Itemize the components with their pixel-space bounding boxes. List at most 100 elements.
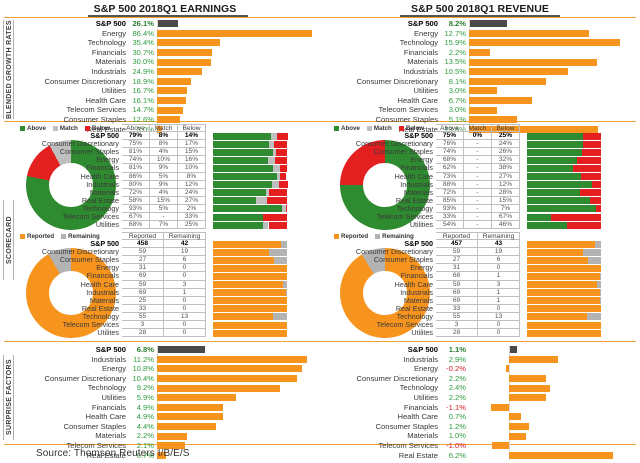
bar-segment [262, 213, 287, 221]
growth-bar-track [469, 125, 630, 135]
growth-row-label: Health Care [85, 95, 126, 105]
growth-bar-track [157, 77, 318, 87]
table-row: Health Care 59 3 [24, 280, 316, 289]
bar-segment [213, 289, 286, 297]
table-cell-above: 81% [122, 148, 150, 157]
bar-segment [527, 205, 596, 213]
table-row: Technology 93% 5% 2% [24, 204, 316, 214]
growth-row: Financials 30.7% [18, 48, 318, 58]
growth-bar [509, 355, 558, 363]
growth-row: Energy 10.8% [18, 364, 318, 374]
table-row-stacked-bar [527, 173, 601, 181]
growth-row: Health Care 16.1% [18, 96, 318, 106]
bar-segment [566, 221, 601, 229]
growth-bar-track [469, 441, 630, 451]
table-cell-below: 15% [178, 148, 206, 157]
table-cell-reported: 59 [436, 280, 478, 289]
table-row: Consumer Staples 27 6 [338, 256, 630, 265]
earnings-beat-donut [26, 140, 116, 230]
bar-segment [213, 205, 282, 213]
growth-bar-track [469, 38, 630, 48]
table-row-stacked-bar [527, 281, 601, 289]
bar-segment [527, 248, 583, 256]
growth-bar [157, 422, 217, 430]
table-row: Materials 25 0 [24, 296, 316, 305]
growth-row: Real Estate 13.6% [330, 125, 630, 135]
table-header-row: Reported Remaining [338, 232, 630, 241]
growth-bar [469, 29, 590, 37]
growth-row: Industrials 2.9% [330, 355, 630, 365]
legend-label: Match [59, 125, 78, 132]
table-cell-above: 74% [122, 156, 150, 165]
growth-row-value: 35.4% [132, 38, 154, 48]
growth-row-index: S&P 500 6.8% [18, 345, 318, 461]
bar-segment [527, 264, 601, 272]
table-row: Real Estate 33 0 [24, 304, 316, 313]
growth-row-label: Real Estate [86, 124, 126, 134]
legend-swatch-icon [84, 126, 90, 131]
growth-row-label: Financials [91, 47, 126, 57]
growth-row-value: 2.2% [136, 431, 154, 441]
table-row: Consumer Staples 81% 4% 15% [24, 148, 316, 157]
growth-bar [157, 116, 180, 124]
table-cell-above: 75% [122, 140, 150, 149]
legend-item: Reported [20, 233, 54, 240]
growth-row: Industrials 11.2% [18, 355, 318, 365]
rule-growth-bottom [4, 121, 636, 122]
bar-segment [213, 297, 287, 305]
growth-row-value: 1.0% [448, 431, 466, 441]
growth-bar [509, 432, 527, 440]
table-row-stacked-bar [213, 205, 287, 213]
table-cell-reported: 59 [122, 280, 164, 289]
table-cell-remaining: 0 [164, 329, 206, 338]
table-column-header: Reported [436, 232, 478, 241]
bar-segment [213, 173, 277, 181]
earnings-title: S&P 500 2018Q1 EARNINGS [93, 3, 237, 15]
table-cell-remaining: 3 [164, 280, 206, 289]
table-cell-above: 62% [436, 164, 464, 173]
growth-row: Real Estate 0.7% [18, 451, 318, 461]
table-cell-reported: 68 [436, 272, 478, 281]
table-row-label: Consumer Discretionary [355, 248, 433, 257]
table-cell-below: 32% [492, 156, 520, 165]
growth-row: Health Care 4.9% [18, 412, 318, 422]
legend-swatch-icon [375, 234, 381, 239]
growth-row-label: S&P 500 [407, 19, 438, 28]
growth-row-value: 1.1% [448, 345, 466, 354]
growth-row-label: Telecom Services [66, 440, 126, 450]
table-row-stacked-bar [213, 297, 287, 305]
table-cell-reported: 69 [122, 288, 164, 297]
table-cell-below: 27% [178, 196, 206, 205]
bar-segment [213, 189, 267, 197]
bar-segment [551, 213, 601, 221]
growth-row-value: 2.1% [136, 440, 154, 450]
table-row: Materials 69 1 [338, 296, 630, 305]
growth-row-value: -1.1% [446, 402, 466, 412]
table-cell-above: 68% [122, 221, 150, 230]
table-cell-remaining: 0 [478, 321, 520, 330]
table-cell-remaining: 0 [478, 304, 520, 313]
table-cell-above: 72% [122, 188, 150, 197]
legend-swatch-icon [52, 126, 58, 131]
table-cell-above: 86% [122, 172, 150, 181]
bar-segment [597, 281, 601, 289]
revenue-title: S&P 500 2018Q1 REVENUE [411, 3, 549, 15]
title-rule-left [88, 15, 248, 17]
bar-segment [255, 197, 267, 205]
growth-row: Consumer Discretionary 2.2% [330, 374, 630, 384]
table-row-label: Financials [86, 164, 119, 173]
table-cell-above: 85% [436, 196, 464, 205]
growth-row-value: 13.5% [444, 57, 466, 67]
table-row-stacked-bar [213, 189, 287, 197]
growth-bar [509, 374, 547, 382]
growth-row: Technology 35.4% [18, 38, 318, 48]
table-row-stacked-bar [527, 248, 601, 256]
table-row: Health Care 73% -27% [338, 172, 630, 181]
table-cell-match: - [150, 213, 178, 222]
growth-bar-track [157, 412, 318, 422]
bar-segment [273, 256, 287, 264]
table-cell-above: 58% [122, 196, 150, 205]
side-label-surprise-factors: SURPRISE FACTORS [3, 355, 14, 440]
table-cell-reported: 3 [436, 321, 478, 330]
table-row: Consumer Discretionary 59 19 [24, 248, 316, 257]
